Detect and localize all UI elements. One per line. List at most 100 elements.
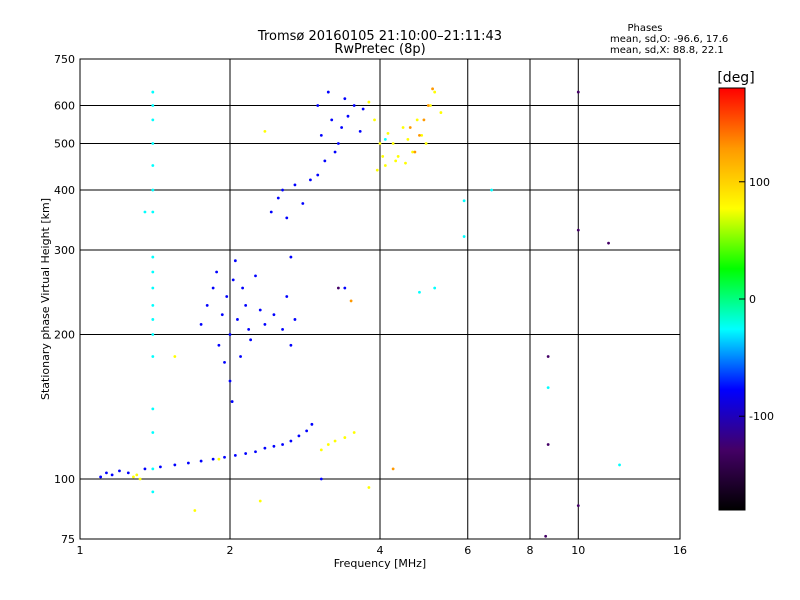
echo-point xyxy=(143,467,147,471)
echo-point xyxy=(99,475,103,479)
echo-point xyxy=(151,286,155,290)
echo-point xyxy=(378,142,382,145)
echo-point xyxy=(346,114,350,118)
echo-point xyxy=(211,457,215,461)
echo-point xyxy=(418,290,421,294)
echo-point xyxy=(607,241,610,245)
echo-point xyxy=(126,471,130,475)
echo-point xyxy=(462,199,466,203)
y-tick-label: 400 xyxy=(54,184,75,197)
echo-point xyxy=(205,304,209,307)
echo-point xyxy=(151,104,155,107)
echo-point xyxy=(151,318,155,321)
echo-point xyxy=(241,286,245,290)
echo-point xyxy=(375,168,379,172)
x-tick-label: 4 xyxy=(377,544,384,557)
echo-point xyxy=(151,407,155,411)
echo-point xyxy=(289,255,293,259)
echo-point xyxy=(422,118,426,122)
chart-subtitle: RwPretec (8p) xyxy=(334,42,425,57)
echo-point xyxy=(576,228,580,232)
echo-point xyxy=(576,504,580,508)
echo-point xyxy=(186,461,190,465)
stats-line-o: mean, sd,O: -96.6, 17.6 xyxy=(610,34,728,45)
echo-point xyxy=(173,463,177,467)
x-tick-label: 6 xyxy=(464,544,471,557)
echo-point xyxy=(151,490,155,494)
echo-point xyxy=(151,431,155,434)
echo-point xyxy=(420,133,424,137)
echo-point xyxy=(546,443,550,446)
echo-point xyxy=(159,465,162,469)
echo-point xyxy=(217,343,221,347)
echo-point xyxy=(352,431,356,434)
echo-point xyxy=(411,150,414,154)
y-tick-label: 200 xyxy=(54,329,75,342)
echo-point xyxy=(439,111,443,114)
echo-point xyxy=(263,129,267,133)
echo-point xyxy=(151,304,155,307)
x-tick-label: 10 xyxy=(571,544,585,557)
echo-point xyxy=(230,400,234,403)
echo-point xyxy=(352,104,356,107)
echo-point xyxy=(319,448,323,452)
echo-point xyxy=(199,322,203,326)
colorbar-tick-label: 0 xyxy=(749,293,756,306)
echo-point xyxy=(151,270,155,274)
echo-point xyxy=(433,90,437,94)
echo-point xyxy=(151,255,155,259)
y-tick-label: 750 xyxy=(54,53,75,66)
echo-point xyxy=(132,475,135,479)
echo-point xyxy=(263,322,267,326)
echo-point xyxy=(254,274,257,278)
echo-point xyxy=(220,313,224,317)
stats-header: Phases xyxy=(627,23,662,34)
y-tick-label: 100 xyxy=(54,473,75,486)
echo-point xyxy=(383,164,387,167)
echo-point xyxy=(431,87,434,91)
grid-lines xyxy=(80,59,680,539)
echo-point xyxy=(151,467,155,471)
echo-point xyxy=(151,90,155,94)
echo-point xyxy=(349,299,353,303)
echo-point xyxy=(386,131,390,135)
echo-point xyxy=(239,355,242,358)
echo-point xyxy=(281,188,284,192)
echo-point xyxy=(272,444,276,448)
echo-point xyxy=(333,150,337,154)
echo-point xyxy=(418,133,421,137)
echo-point xyxy=(223,360,226,364)
echo-point xyxy=(462,235,466,238)
echo-point xyxy=(396,155,400,158)
echo-point xyxy=(323,159,327,163)
echo-point xyxy=(151,118,155,122)
echo-point xyxy=(343,97,347,101)
echo-point xyxy=(340,126,344,129)
colorbar-tick-label: -100 xyxy=(749,410,774,423)
echo-point xyxy=(293,183,297,187)
echo-point xyxy=(305,429,309,433)
echo-point xyxy=(151,188,155,192)
echo-point xyxy=(319,477,323,481)
echo-point xyxy=(289,439,293,443)
echo-point xyxy=(199,459,203,463)
colorbar-ticks: 100 0 -100 xyxy=(739,176,774,423)
echo-point xyxy=(289,343,293,347)
echo-point xyxy=(336,286,340,290)
x-tick-label: 1 xyxy=(77,544,84,557)
echo-point xyxy=(285,216,289,220)
y-tick-label: 500 xyxy=(54,138,75,151)
echo-point xyxy=(426,104,430,107)
echo-point xyxy=(151,355,155,358)
echo-point xyxy=(225,295,229,298)
echo-point xyxy=(135,473,139,477)
echo-point xyxy=(316,173,320,177)
echo-point xyxy=(151,142,155,145)
echo-point xyxy=(285,295,289,298)
echo-point xyxy=(281,327,284,331)
echo-point xyxy=(319,133,323,137)
echo-point xyxy=(383,137,387,141)
echo-point xyxy=(272,313,276,317)
echo-point xyxy=(316,104,320,107)
data-points xyxy=(99,87,621,538)
